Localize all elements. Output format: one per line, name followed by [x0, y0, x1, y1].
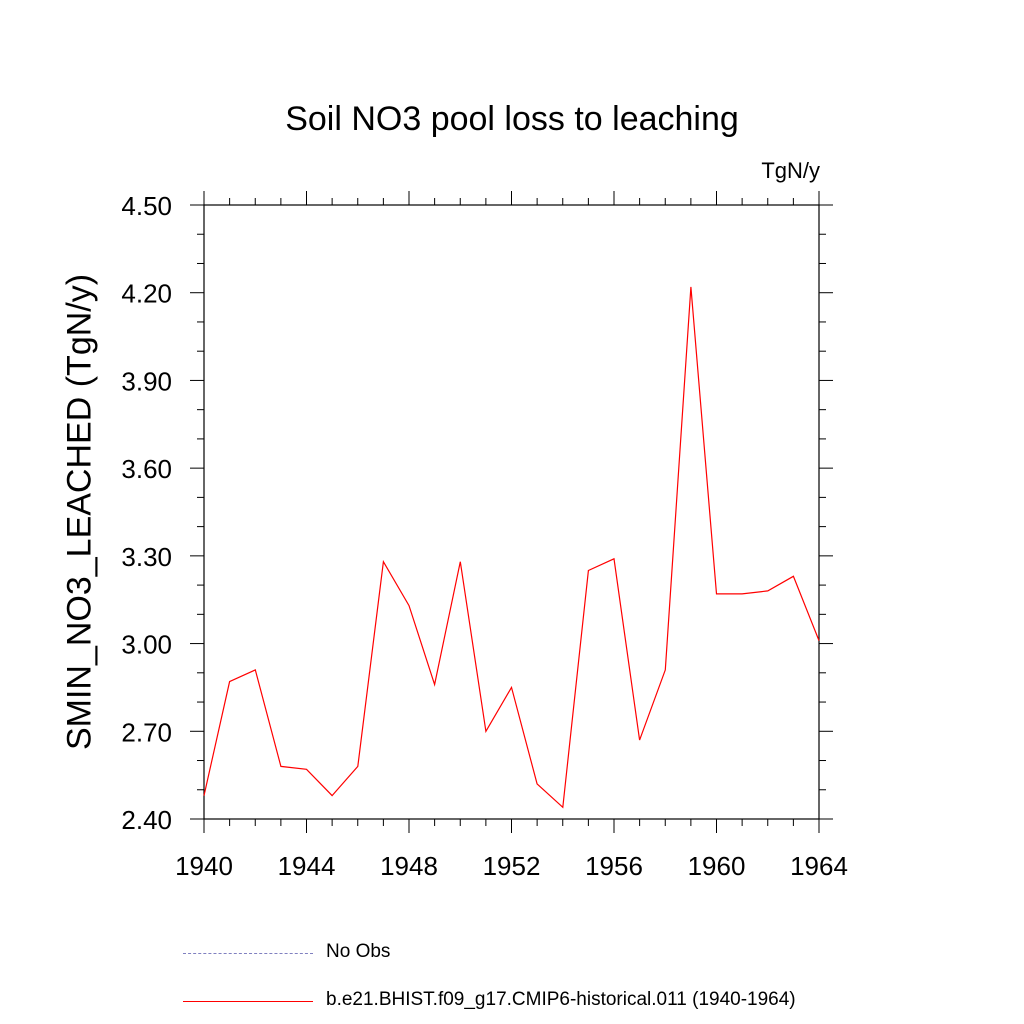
y-tick-label: 4.50	[121, 191, 172, 221]
plot-frame	[203, 204, 820, 820]
series-line	[203, 286, 820, 809]
y-tick-label: 3.00	[121, 630, 172, 660]
y-tick-label: 3.30	[121, 542, 172, 572]
legend-label-series: b.e21.BHIST.f09_g17.CMIP6-historical.011…	[326, 989, 796, 1010]
legend-swatch-obs	[183, 953, 313, 954]
y-tick-label: 2.40	[121, 805, 172, 835]
y-tick-label: 3.90	[121, 366, 172, 396]
units-label: TgN/y	[761, 158, 820, 183]
y-tick-label: 4.20	[121, 279, 172, 309]
x-tick-label: 1964	[790, 851, 848, 881]
x-tick-label: 1956	[585, 851, 643, 881]
y-tick-label: 3.60	[121, 454, 172, 484]
chart-title: Soil NO3 pool loss to leaching	[285, 100, 739, 138]
x-tick-label: 1960	[688, 851, 746, 881]
legend-swatch-series	[183, 1001, 313, 1002]
x-tick-label: 1952	[483, 851, 541, 881]
x-tick-label: 1944	[278, 851, 336, 881]
x-tick-label: 1940	[175, 851, 233, 881]
y-tick-label: 2.70	[121, 717, 172, 747]
legend-label-obs: No Obs	[326, 941, 391, 962]
x-tick-label: 1948	[380, 851, 438, 881]
